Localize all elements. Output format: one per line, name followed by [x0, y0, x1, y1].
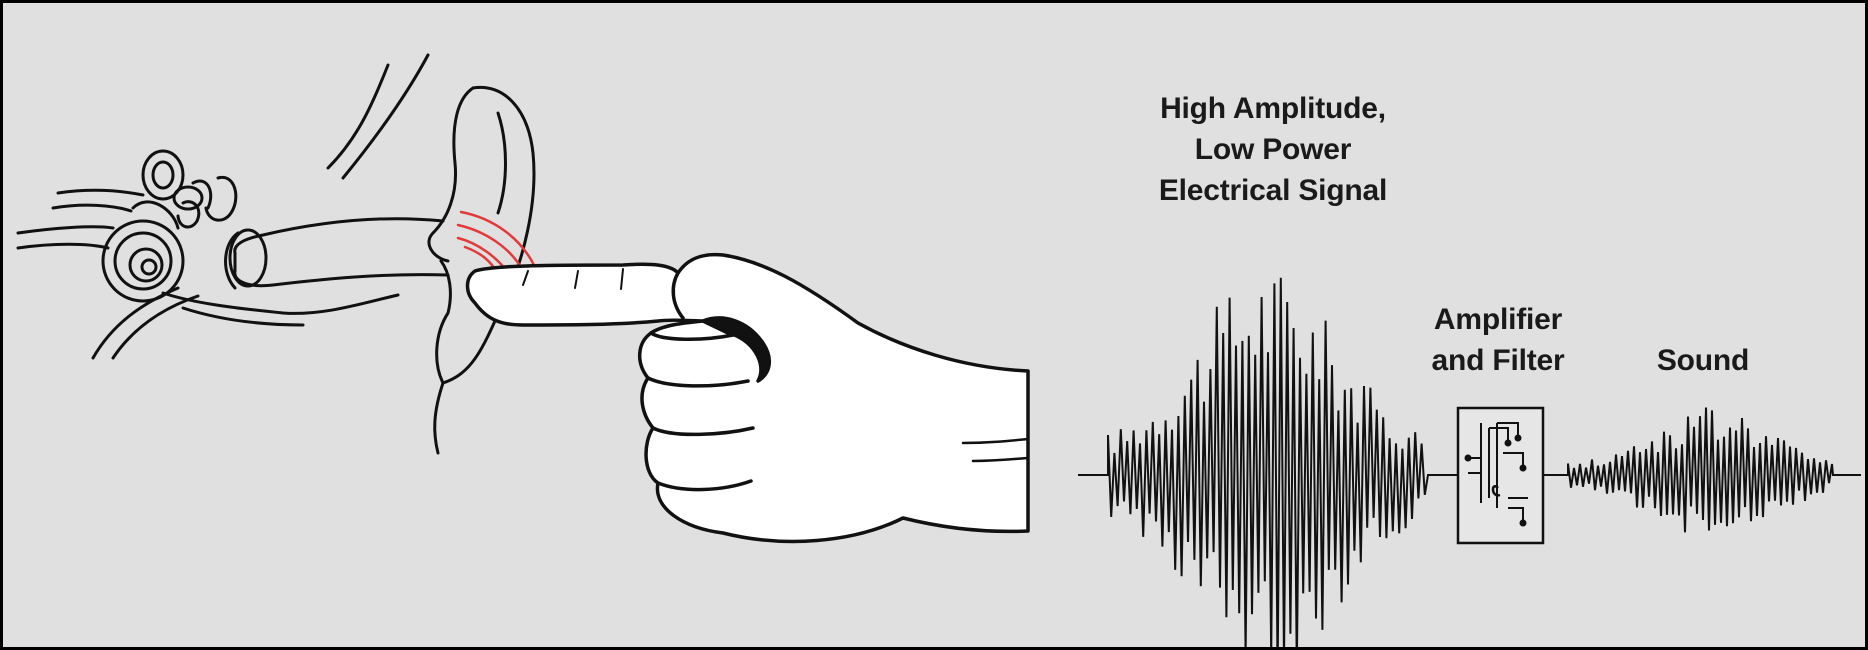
- vibration-waves: [456, 210, 537, 275]
- circuit-chip-icon: [1456, 406, 1545, 545]
- signal-label-line-3: Electrical Signal: [1158, 174, 1388, 207]
- sound-waveform: [1543, 407, 1861, 533]
- ear-anatomy-icon: [16, 53, 536, 455]
- electrical-signal-waveform: [1078, 277, 1458, 647]
- sound-label: Sound: [1603, 340, 1803, 381]
- diagram-canvas: [16, 53, 1861, 647]
- signal-label-line-2: Low Power: [1194, 133, 1352, 166]
- sound-label-text: Sound: [1656, 344, 1750, 377]
- waveform-path: [1543, 407, 1861, 533]
- signal-label-line-1: High Amplitude,: [1160, 92, 1386, 125]
- amplifier-label-line-1: Amplifier: [1433, 303, 1563, 336]
- pointing-hand-icon: [465, 252, 1030, 544]
- amplifier-label-line-2: and Filter: [1431, 344, 1565, 377]
- waveform-path: [1078, 277, 1458, 647]
- amplifier-label: Amplifier and Filter: [1393, 299, 1603, 381]
- signal-label: High Amplitude, Low Power Electrical Sig…: [1093, 88, 1453, 211]
